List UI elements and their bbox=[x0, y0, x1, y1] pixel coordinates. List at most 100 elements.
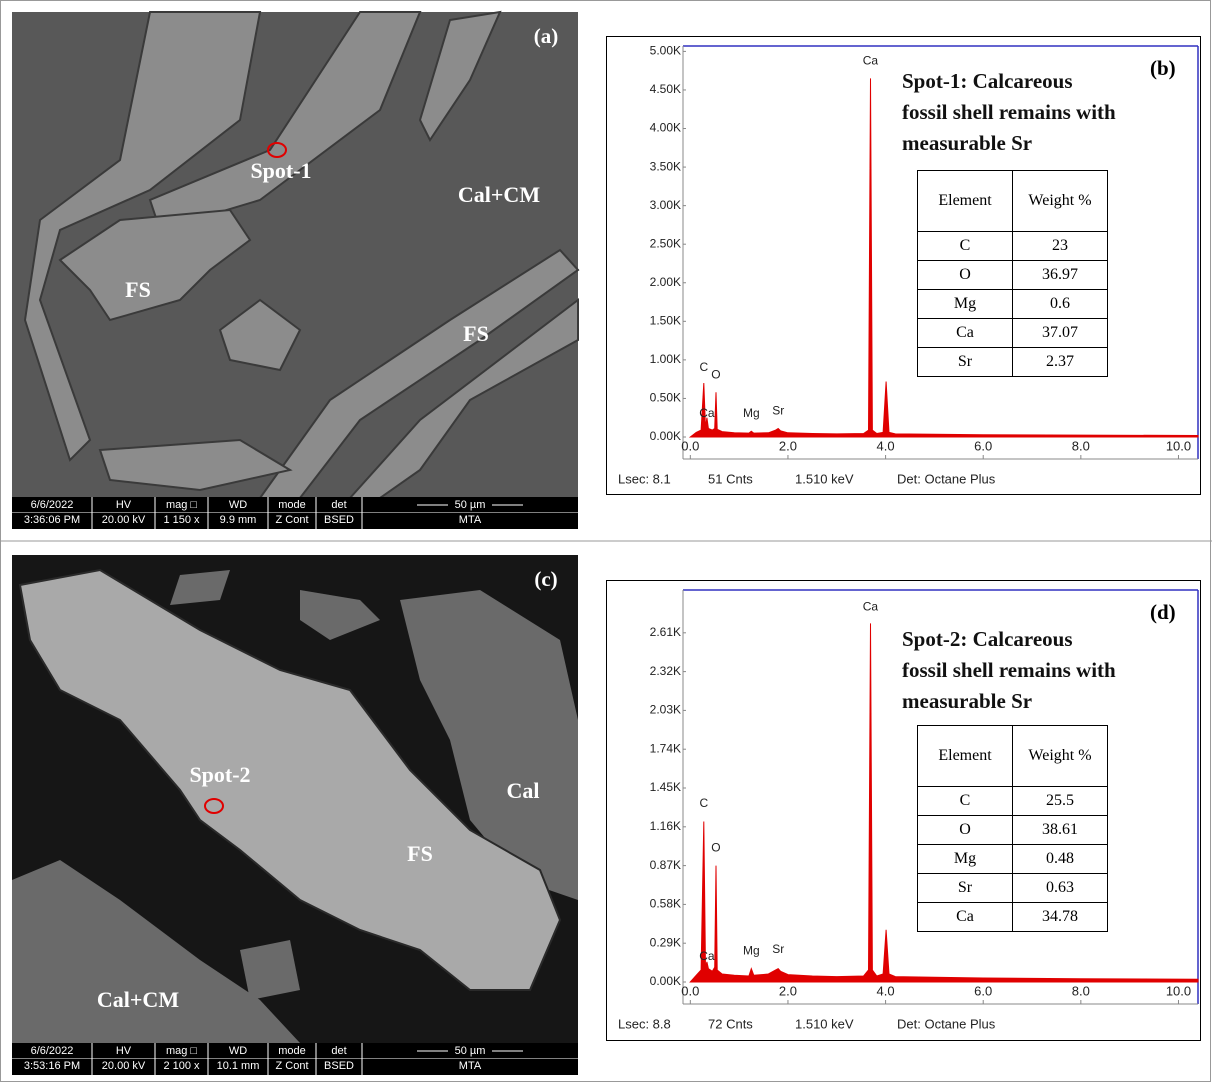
peak-label: Sr bbox=[772, 404, 784, 418]
y-tick-label: 2.32K bbox=[650, 664, 681, 678]
panel-label: (c) bbox=[534, 567, 557, 591]
footer-text: Lsec: 8.8 bbox=[618, 1016, 671, 1031]
x-tick-label: 4.0 bbox=[877, 983, 895, 998]
y-tick-label: 1.00K bbox=[650, 352, 681, 366]
table-row: Mg0.6 bbox=[918, 290, 1108, 319]
peak-label: Sr bbox=[772, 942, 784, 956]
table-row: O36.97 bbox=[918, 261, 1108, 290]
peak-label: Mg bbox=[743, 406, 760, 420]
info-text: det bbox=[331, 1045, 346, 1057]
image-label: Cal+CM bbox=[458, 182, 540, 207]
info-text: 20.00 kV bbox=[102, 1060, 146, 1072]
sem-image-a bbox=[12, 12, 578, 498]
info-text: 50 µm bbox=[455, 499, 486, 511]
y-tick-label: 0.00K bbox=[650, 429, 681, 443]
image-label: Cal+CM bbox=[97, 987, 179, 1012]
x-tick-label: 4.0 bbox=[877, 438, 895, 453]
y-tick-label: 0.50K bbox=[650, 391, 681, 405]
image-label: FS bbox=[407, 841, 433, 866]
sem-image-c bbox=[12, 555, 578, 1043]
info-text: mag □ bbox=[166, 499, 197, 511]
x-tick-label: 8.0 bbox=[1072, 438, 1090, 453]
header-cell: Element bbox=[918, 171, 1013, 232]
table-cell: 0.6 bbox=[1013, 290, 1108, 319]
y-tick-label: 0.29K bbox=[650, 935, 681, 949]
y-tick-label: 1.16K bbox=[650, 819, 681, 833]
table-cell: O bbox=[918, 816, 1013, 845]
y-tick-label: 0.87K bbox=[650, 858, 681, 872]
info-text: MTA bbox=[459, 1060, 482, 1072]
y-tick-label: 1.74K bbox=[650, 741, 681, 755]
panel-label: (d) bbox=[1150, 600, 1176, 625]
image-label: Cal bbox=[507, 778, 540, 803]
table-cell: Mg bbox=[918, 290, 1013, 319]
y-tick-label: 2.61K bbox=[650, 625, 681, 639]
image-label: Spot-2 bbox=[189, 762, 250, 787]
table-cell: Ca bbox=[918, 319, 1013, 348]
spectrum-title: Spot-1: Calcareous fossil shell remains … bbox=[902, 66, 1122, 159]
y-tick-label: 4.00K bbox=[650, 121, 681, 135]
table-cell: Sr bbox=[918, 874, 1013, 903]
y-tick-label: 5.00K bbox=[650, 44, 681, 58]
peak-label: Ca bbox=[699, 949, 715, 963]
info-text: 50 µm bbox=[455, 1045, 486, 1057]
peak-label: Mg bbox=[743, 943, 760, 957]
figure: (a)Spot-1Cal+CMFSFS6/6/20223:36:06 PMHV2… bbox=[0, 0, 1212, 1083]
y-tick-label: 1.45K bbox=[650, 780, 681, 794]
image-label: Spot-1 bbox=[250, 158, 311, 183]
info-text: mag □ bbox=[166, 1045, 197, 1057]
spectrum-title: Spot-2: Calcareous fossil shell remains … bbox=[902, 624, 1122, 717]
info-text: mode bbox=[278, 1045, 306, 1057]
x-tick-label: 0.0 bbox=[681, 438, 699, 453]
peak-label: Ca bbox=[699, 406, 715, 420]
peak-label: O bbox=[711, 367, 720, 381]
info-text: 6/6/2022 bbox=[31, 499, 74, 511]
info-text: 2 100 x bbox=[163, 1060, 200, 1072]
peak-label: O bbox=[711, 840, 720, 854]
header-cell: Element bbox=[918, 726, 1013, 787]
x-tick-label: 8.0 bbox=[1072, 983, 1090, 998]
y-tick-label: 1.50K bbox=[650, 313, 681, 327]
footer-text: 72 Cnts bbox=[708, 1016, 753, 1031]
y-tick-label: 2.00K bbox=[650, 275, 681, 289]
table-header: ElementWeight % bbox=[918, 171, 1108, 232]
table-cell: Ca bbox=[918, 903, 1013, 932]
x-tick-label: 2.0 bbox=[779, 438, 797, 453]
x-tick-label: 6.0 bbox=[974, 438, 992, 453]
info-text: Z Cont bbox=[275, 514, 308, 526]
info-text: 1 150 x bbox=[163, 514, 200, 526]
info-text: 6/6/2022 bbox=[31, 1045, 74, 1057]
table-cell: C bbox=[918, 232, 1013, 261]
info-text: HV bbox=[116, 1045, 132, 1057]
table-cell: Mg bbox=[918, 845, 1013, 874]
x-tick-label: 6.0 bbox=[974, 983, 992, 998]
y-tick-label: 4.50K bbox=[650, 82, 681, 96]
info-text: WD bbox=[229, 499, 247, 511]
table-cell: 2.37 bbox=[1013, 348, 1108, 377]
info-text: det bbox=[331, 499, 346, 511]
info-text: 3:36:06 PM bbox=[24, 514, 80, 526]
peak-label: C bbox=[700, 796, 709, 810]
peak-label: C bbox=[700, 360, 709, 374]
footer-text: 51 Cnts bbox=[708, 471, 753, 486]
image-label: FS bbox=[125, 277, 151, 302]
composition-table: ElementWeight %C25.5O38.61Mg0.48Sr0.63Ca… bbox=[917, 725, 1108, 932]
table-cell: 25.5 bbox=[1013, 787, 1108, 816]
table-cell: Sr bbox=[918, 348, 1013, 377]
info-text: 9.9 mm bbox=[220, 514, 257, 526]
info-text: mode bbox=[278, 499, 306, 511]
image-label: FS bbox=[463, 321, 489, 346]
footer-text: Lsec: 8.1 bbox=[618, 471, 671, 486]
info-text: HV bbox=[116, 499, 132, 511]
footer-text: 1.510 keV bbox=[795, 1016, 854, 1031]
table-cell: 0.48 bbox=[1013, 845, 1108, 874]
x-tick-label: 2.0 bbox=[779, 983, 797, 998]
header-cell: Weight % bbox=[1013, 171, 1108, 232]
